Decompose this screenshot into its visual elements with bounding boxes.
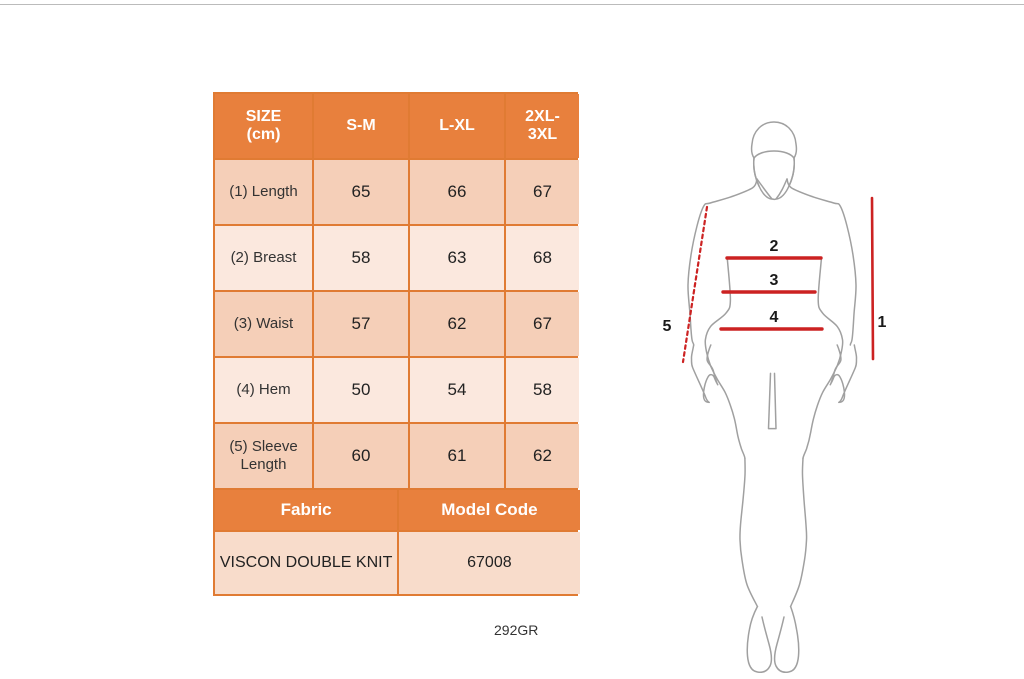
svg-text:5: 5 (663, 318, 672, 335)
svg-text:3: 3 (770, 272, 779, 289)
svg-text:4: 4 (770, 309, 779, 326)
svg-text:2: 2 (770, 238, 779, 255)
svg-text:1: 1 (878, 314, 887, 331)
